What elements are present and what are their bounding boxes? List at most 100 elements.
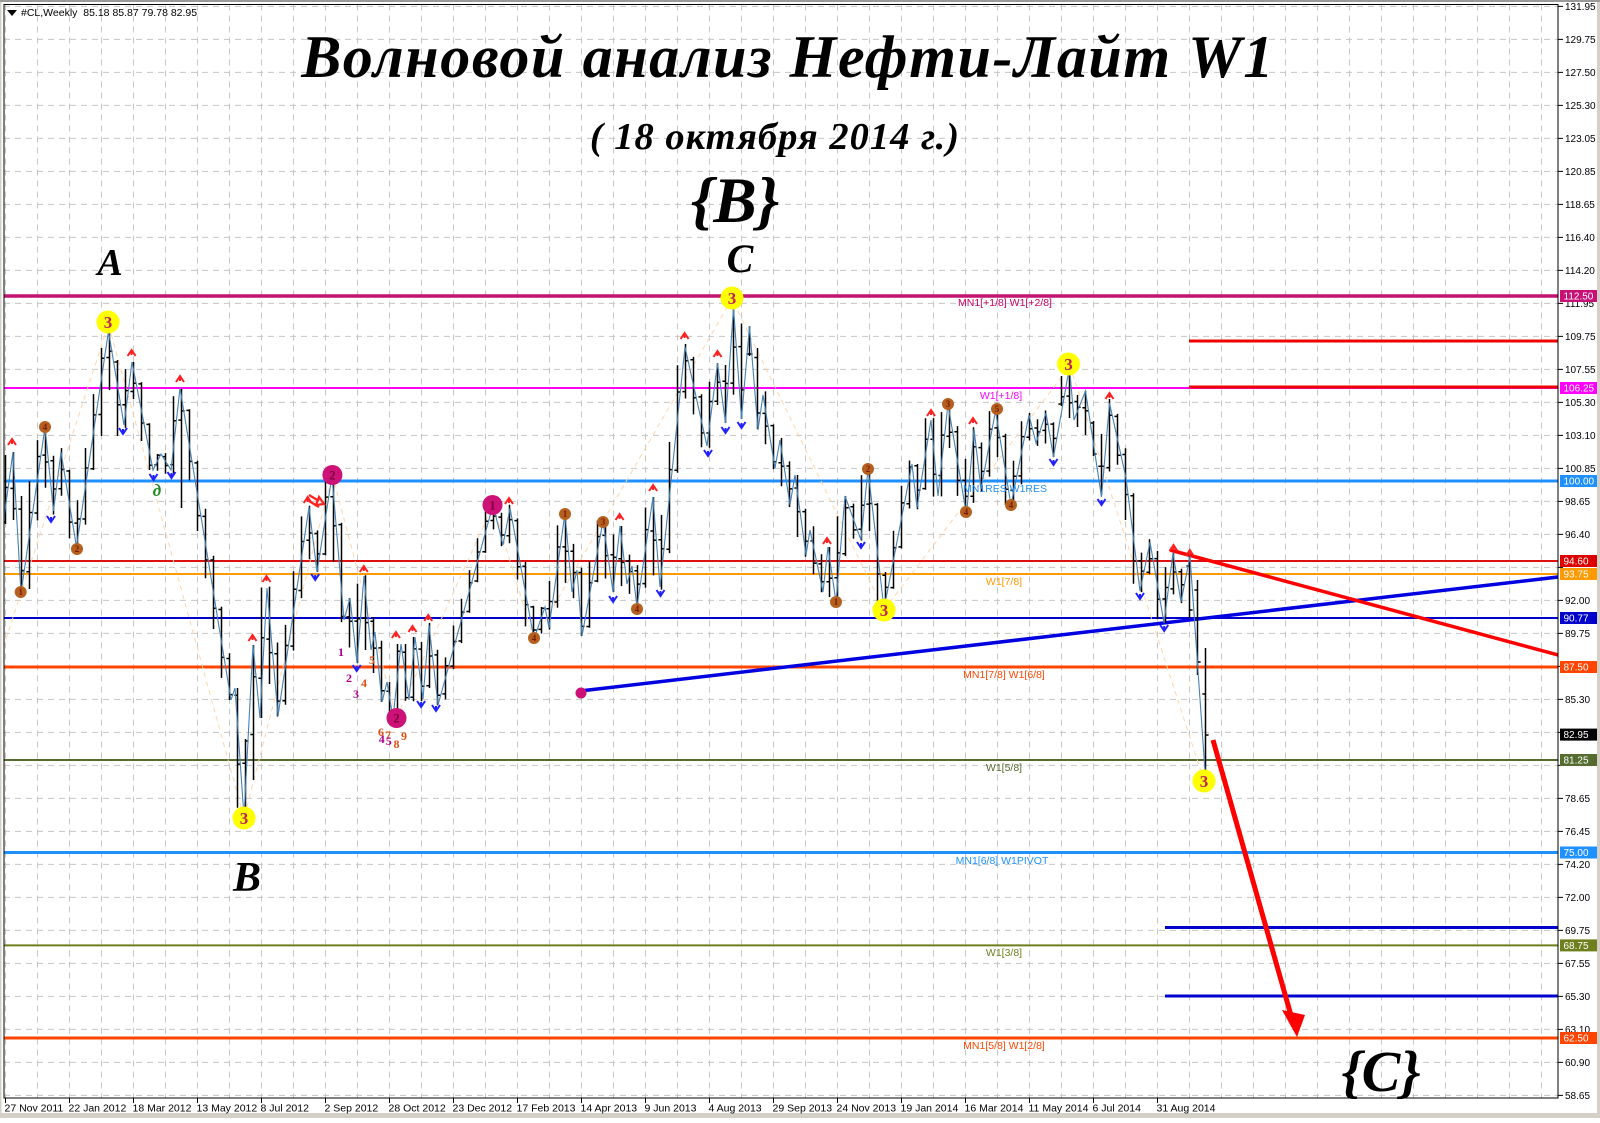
svg-text:3: 3 — [240, 809, 249, 828]
svg-text:1: 1 — [563, 509, 568, 519]
svg-text:67.55: 67.55 — [1565, 959, 1590, 970]
svg-text:MN1[6/8] W1PIVOT: MN1[6/8] W1PIVOT — [956, 855, 1049, 867]
svg-text:131.95: 131.95 — [1565, 2, 1596, 13]
svg-text:27 Nov 2011: 27 Nov 2011 — [5, 1103, 64, 1115]
svg-text:11 May 2014: 11 May 2014 — [1029, 1103, 1089, 1115]
svg-text:85.30: 85.30 — [1565, 695, 1590, 706]
svg-text:B: B — [232, 855, 261, 901]
svg-text:105.30: 105.30 — [1565, 398, 1596, 409]
svg-text:( 18 октября 2014 г.): ( 18 октября 2014 г.) — [590, 116, 960, 158]
svg-text:6 Jul 2014: 6 Jul 2014 — [1093, 1103, 1142, 1115]
svg-text:76.45: 76.45 — [1565, 827, 1590, 838]
svg-text:114.20: 114.20 — [1565, 266, 1595, 277]
svg-text:24 Nov 2013: 24 Nov 2013 — [837, 1103, 897, 1115]
svg-text:58.65: 58.65 — [1565, 1091, 1590, 1102]
svg-text:2 Sep 2012: 2 Sep 2012 — [325, 1103, 379, 1115]
svg-text:1: 1 — [338, 645, 344, 659]
svg-text:3: 3 — [1200, 772, 1209, 791]
svg-text:2: 2 — [329, 468, 336, 483]
svg-text:9: 9 — [401, 729, 407, 743]
svg-text:4: 4 — [532, 633, 537, 643]
svg-text:123.05: 123.05 — [1565, 134, 1596, 145]
svg-text:92.00: 92.00 — [1565, 596, 1590, 607]
svg-text:W1[+1/8]: W1[+1/8] — [980, 390, 1022, 402]
svg-text:62.50: 62.50 — [1564, 1034, 1589, 1045]
svg-text:5: 5 — [369, 653, 375, 667]
svg-text:7: 7 — [385, 728, 391, 742]
svg-text:8 Jul 2012: 8 Jul 2012 — [261, 1103, 310, 1115]
svg-text:MN1[+1/8] W1[+2/8]: MN1[+1/8] W1[+2/8] — [958, 297, 1052, 309]
svg-text:4: 4 — [635, 604, 640, 614]
svg-text:74.20: 74.20 — [1565, 860, 1590, 871]
svg-text:82.95: 82.95 — [1564, 730, 1589, 741]
svg-text:118.65: 118.65 — [1565, 200, 1595, 211]
svg-text:W1[7/8]: W1[7/8] — [986, 576, 1022, 588]
svg-text:17 Feb 2013: 17 Feb 2013 — [517, 1103, 576, 1115]
svg-text:MN1[5/8] W1[2/8]: MN1[5/8] W1[2/8] — [963, 1040, 1045, 1052]
svg-text:19 Jan 2014: 19 Jan 2014 — [901, 1103, 959, 1115]
svg-text:4: 4 — [379, 732, 385, 746]
svg-text:109.75: 109.75 — [1565, 332, 1596, 343]
svg-text:W1[3/8]: W1[3/8] — [986, 947, 1022, 959]
svg-text:94.60: 94.60 — [1564, 557, 1589, 568]
svg-text:78.65: 78.65 — [1565, 794, 1590, 805]
svg-text:3: 3 — [880, 601, 889, 620]
svg-text:8: 8 — [394, 737, 400, 751]
svg-text:д: д — [153, 481, 162, 500]
svg-text:69.75: 69.75 — [1565, 926, 1590, 937]
svg-text:72.00: 72.00 — [1565, 893, 1590, 904]
svg-text:2: 2 — [866, 464, 871, 474]
svg-text:{C}: {C} — [1341, 1039, 1420, 1104]
svg-text:75.00: 75.00 — [1564, 848, 1589, 859]
svg-text:4 Aug 2013: 4 Aug 2013 — [709, 1103, 762, 1115]
svg-text:9 Jun 2013: 9 Jun 2013 — [645, 1103, 697, 1115]
svg-text:5: 5 — [995, 404, 1000, 414]
svg-text:1: 1 — [18, 587, 23, 597]
svg-text:129.75: 129.75 — [1565, 35, 1596, 46]
svg-text:112.50: 112.50 — [1564, 292, 1594, 303]
svg-text:93.75: 93.75 — [1564, 570, 1589, 581]
svg-text:3: 3 — [1064, 355, 1073, 374]
svg-text:22 Jan 2012: 22 Jan 2012 — [69, 1103, 127, 1115]
svg-text:125.30: 125.30 — [1565, 101, 1596, 112]
svg-text:#CL,Weekly 85.18 85.87 79.78: #CL,Weekly 85.18 85.87 79.78 82.95 — [21, 7, 197, 19]
svg-text:2: 2 — [346, 671, 352, 685]
svg-text:3: 3 — [946, 399, 951, 409]
svg-text:96.40: 96.40 — [1565, 530, 1590, 541]
svg-text:13 May 2012: 13 May 2012 — [197, 1103, 258, 1115]
svg-text:2: 2 — [75, 544, 80, 554]
svg-text:107.55: 107.55 — [1565, 365, 1596, 376]
svg-text:23 Dec 2012: 23 Dec 2012 — [453, 1103, 513, 1115]
svg-text:111.95: 111.95 — [1565, 299, 1595, 310]
svg-text:16 Mar 2014: 16 Mar 2014 — [965, 1103, 1024, 1115]
svg-text:120.85: 120.85 — [1565, 167, 1596, 178]
svg-text:81.25: 81.25 — [1564, 756, 1589, 767]
svg-text:100.00: 100.00 — [1564, 477, 1595, 488]
svg-text:106.25: 106.25 — [1564, 384, 1595, 395]
svg-text:18 Mar 2012: 18 Mar 2012 — [133, 1103, 192, 1115]
svg-text:100.85: 100.85 — [1565, 464, 1596, 475]
svg-text:29 Sep 2013: 29 Sep 2013 — [773, 1103, 833, 1115]
svg-text:4: 4 — [361, 676, 367, 690]
svg-text:MN1[7/8] W1[6/8]: MN1[7/8] W1[6/8] — [963, 669, 1045, 681]
svg-text:3: 3 — [104, 313, 113, 332]
svg-text:W1[5/8]: W1[5/8] — [986, 762, 1022, 774]
svg-text:90.77: 90.77 — [1564, 614, 1589, 625]
svg-text:127.50: 127.50 — [1565, 68, 1596, 79]
svg-text:65.30: 65.30 — [1565, 992, 1590, 1003]
svg-text:63.10: 63.10 — [1565, 1025, 1590, 1036]
svg-text:98.65: 98.65 — [1565, 497, 1590, 508]
svg-text:3: 3 — [728, 289, 737, 308]
svg-text:MN1RES W1RES: MN1RES W1RES — [963, 483, 1047, 495]
svg-text:Волновой анализ Нефти-Лайт W1: Волновой анализ Нефти-Лайт W1 — [300, 24, 1275, 90]
svg-text:2: 2 — [393, 711, 400, 726]
svg-text:1: 1 — [834, 597, 839, 607]
svg-text:1: 1 — [489, 498, 496, 513]
svg-text:A: A — [95, 242, 122, 284]
svg-text:4: 4 — [964, 507, 969, 517]
svg-text:60.90: 60.90 — [1565, 1058, 1590, 1069]
svg-text:C: C — [727, 236, 755, 281]
svg-text:3: 3 — [353, 687, 359, 701]
svg-text:4: 4 — [43, 422, 48, 432]
svg-text:89.75: 89.75 — [1565, 629, 1590, 640]
